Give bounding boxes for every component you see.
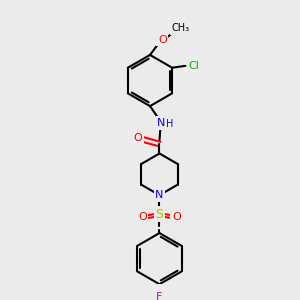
Text: O: O (158, 35, 167, 45)
Text: N: N (157, 118, 166, 128)
Text: O: O (172, 212, 181, 222)
Text: S: S (155, 208, 164, 220)
Text: N: N (155, 190, 164, 200)
Text: Cl: Cl (188, 61, 200, 71)
Text: O: O (138, 212, 147, 222)
Text: F: F (156, 292, 163, 300)
Text: O: O (133, 133, 142, 143)
Text: CH₃: CH₃ (171, 23, 189, 33)
Text: H: H (166, 119, 174, 129)
